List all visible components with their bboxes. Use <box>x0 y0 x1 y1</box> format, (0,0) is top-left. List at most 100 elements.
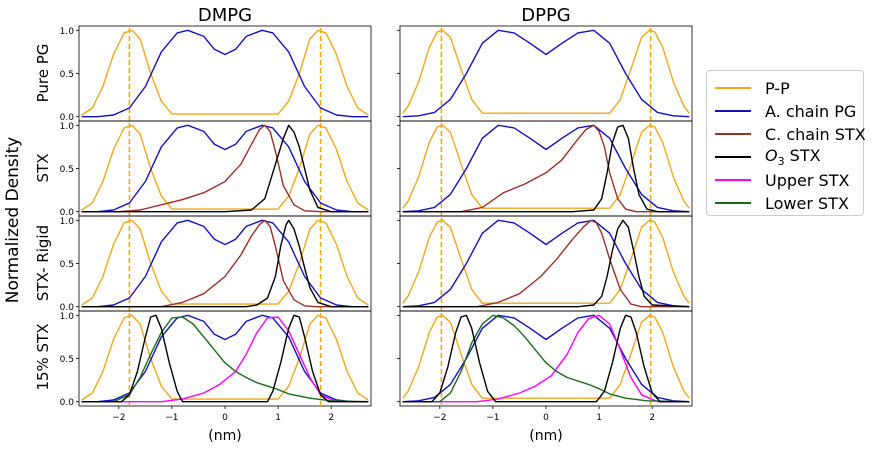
x-axis-label-left: (nm) <box>208 428 241 444</box>
legend-swatch-p-p <box>715 87 751 89</box>
legend-item-o3-stx: O3 STX <box>715 146 821 168</box>
series-line-c-chain-stx <box>402 219 690 308</box>
legend-label-upper-stx: Upper STX <box>765 170 850 190</box>
panel-frame <box>399 120 693 217</box>
legend-label-lower-stx: Lower STX <box>765 193 849 213</box>
x-tick-label: −1 <box>486 413 499 423</box>
y-tick-label: 0.0 <box>60 208 75 218</box>
legend: P-P A. chain PG C. chain STX O3 STX Uppe… <box>706 70 866 216</box>
x-tick-label: 1 <box>275 413 281 423</box>
legend-label-p-p: P-P <box>765 78 790 98</box>
series-line-o3-stx <box>402 219 690 308</box>
legend-swatch-upper-stx <box>715 179 751 181</box>
series-line-p-p <box>402 219 690 304</box>
legend-item-upper-stx: Upper STX <box>715 169 849 191</box>
legend-label-o3-stx: O3 STX <box>765 145 821 169</box>
x-tick-label: 1 <box>596 413 602 423</box>
y-tick-label: 0.5 <box>60 165 74 175</box>
x-tick-label: −1 <box>165 413 178 423</box>
series-line-upper-stx <box>402 314 690 403</box>
series-line-c-chain-stx <box>81 124 369 213</box>
series-line-a-chain-pg <box>402 29 690 118</box>
panel-dppg-15-stx: −2 −1 0 1 2 <box>397 310 693 423</box>
column-title-dmpg: DMPG <box>198 5 252 26</box>
series-line-o3-stx <box>402 314 690 403</box>
series-line-p-p <box>81 124 369 211</box>
y-tick-label: 0.5 <box>60 355 74 365</box>
x-tick-label: 2 <box>649 413 655 423</box>
series-line-a-chain-pg <box>402 219 690 308</box>
panel-dmpg-15-stx: 0.0 0.5 1.0 −2 −1 0 1 2 <box>60 310 372 423</box>
figure-ylabel: Normalized Density <box>3 137 23 303</box>
panel-lines <box>402 311 690 406</box>
column-title-dppg: DPPG <box>521 5 571 26</box>
panel-frame <box>399 215 693 312</box>
series-line-a-chain-pg <box>402 124 690 213</box>
x-tick-label: 0 <box>222 413 228 423</box>
series-line-p-p <box>81 314 369 401</box>
x-tick-label: 0 <box>543 413 549 423</box>
panel-dmpg-stx: 0.0 0.5 1.0 <box>60 120 372 218</box>
panel-lines <box>81 311 369 406</box>
panel-frame <box>399 310 693 407</box>
series-line-lower-stx <box>81 316 369 403</box>
y-tick-label: 0.5 <box>60 260 74 270</box>
series-line-a-chain-pg <box>81 124 369 213</box>
legend-item-p-p: P-P <box>715 77 790 99</box>
legend-label-c-chain-stx: C. chain STX <box>765 124 866 144</box>
y-tick-label: 1.0 <box>60 27 75 37</box>
x-tick-label: 2 <box>328 413 334 423</box>
series-line-p-p <box>402 29 690 114</box>
panel-frame <box>78 215 372 312</box>
series-line-upper-stx <box>81 316 369 403</box>
series-line-p-p <box>402 124 690 209</box>
series-line-p-p <box>81 219 369 306</box>
panel-dmpg-stx-rigid: 0.0 0.5 1.0 <box>60 215 372 313</box>
row-label-stx-rigid: STX- Rigid <box>34 225 52 301</box>
legend-item-c-chain-stx: C. chain STX <box>715 123 866 145</box>
y-tick-label: 1.0 <box>60 122 75 132</box>
panel-dppg-pure-pg <box>397 25 693 122</box>
series-line-c-chain-stx <box>402 124 690 213</box>
panel-dmpg-pure-pg: 0.0 0.5 1.0 <box>60 25 372 123</box>
panel-lines <box>402 26 690 121</box>
row-label-stx: STX <box>34 154 52 183</box>
series-line-lower-stx <box>402 314 690 403</box>
panel-dppg-stx-rigid <box>397 215 693 312</box>
row-label-15pct-stx: 15% STX <box>34 323 52 390</box>
legend-item-lower-stx: Lower STX <box>715 192 849 214</box>
x-tick-label: −2 <box>112 413 125 423</box>
y-tick-label: 1.0 <box>60 312 75 322</box>
series-line-c-chain-stx <box>81 219 369 308</box>
legend-swatch-a-chain-pg <box>715 110 751 112</box>
legend-item-a-chain-pg: A. chain PG <box>715 100 856 122</box>
legend-swatch-c-chain-stx <box>715 133 751 135</box>
legend-swatch-o3-stx <box>715 156 751 158</box>
y-tick-label: 0.5 <box>60 70 74 80</box>
series-line-p-p <box>402 314 690 399</box>
series-line-a-chain-pg <box>81 29 369 118</box>
legend-label-a-chain-pg: A. chain PG <box>765 101 857 121</box>
x-tick-label: −2 <box>433 413 446 423</box>
panel-lines <box>81 216 369 311</box>
panel-frame <box>78 120 372 217</box>
y-tick-label: 0.0 <box>60 398 75 408</box>
series-line-a-chain-pg <box>402 314 690 403</box>
y-tick-label: 0.0 <box>60 303 75 313</box>
panel-lines <box>81 121 369 216</box>
series-line-p-p <box>81 29 369 116</box>
panel-dppg-stx <box>397 120 693 217</box>
series-line-o3-stx <box>81 314 369 403</box>
series-line-a-chain-pg <box>81 314 369 403</box>
series-line-a-chain-pg <box>81 219 369 308</box>
panel-frame <box>78 25 372 122</box>
y-tick-label: 1.0 <box>60 217 75 227</box>
y-tick-label: 0.0 <box>60 113 75 123</box>
panel-frame <box>78 310 372 407</box>
legend-swatch-lower-stx <box>715 202 751 204</box>
x-axis-label-right: (nm) <box>529 428 562 444</box>
panels-group: 0.00.51.00.00.51.00.00.51.00.00.51.0−2 −1… <box>60 25 693 423</box>
panel-lines <box>402 216 690 311</box>
row-label-pure-pg: Pure PG <box>34 44 52 103</box>
